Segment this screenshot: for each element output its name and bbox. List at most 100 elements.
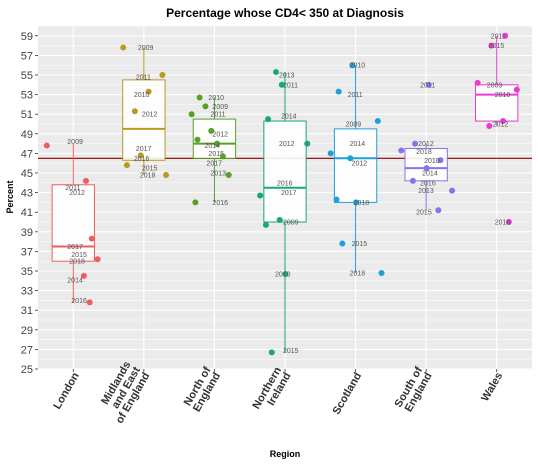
data-point: [505, 219, 512, 225]
y-tick-label: 31: [21, 305, 33, 317]
box: [475, 84, 519, 122]
point-label: 2010: [350, 63, 366, 70]
point-label: 2009: [138, 45, 154, 52]
point-label: 2013: [418, 188, 434, 195]
data-point: [435, 207, 442, 214]
data-point: [513, 86, 520, 93]
point-label: 2012: [212, 131, 228, 138]
point-label: 2011: [491, 33, 506, 40]
data-point: [188, 111, 195, 118]
point-label: 2016: [277, 180, 293, 187]
x-tick-label-line: Wales: [479, 371, 505, 404]
point-label: 2012: [352, 161, 368, 168]
point-label: 2009: [283, 220, 299, 227]
box: [404, 148, 448, 182]
point-label: 2018: [495, 220, 511, 227]
data-point: [192, 199, 199, 206]
point-label: 2016: [71, 298, 87, 305]
point-label: 2014: [204, 143, 220, 150]
point-label: 2016: [420, 180, 436, 187]
point-label: 2015: [71, 252, 87, 259]
data-point: [82, 177, 89, 184]
data-point: [214, 140, 221, 147]
point-label: 2010: [424, 158, 440, 165]
data-point: [339, 240, 346, 247]
point-label: 2015: [352, 241, 368, 248]
data-point: [437, 157, 444, 164]
point-label: 2016: [134, 156, 150, 163]
x-tick-label: North ofEngland: [181, 365, 223, 414]
point-label: 2015: [142, 166, 158, 173]
data-point: [398, 147, 405, 154]
point-label: 2015: [416, 210, 432, 217]
point-label: 2015: [208, 151, 224, 158]
data-point: [347, 155, 354, 162]
data-point: [194, 136, 201, 143]
point-label: 2018: [140, 172, 156, 179]
data-point: [159, 72, 166, 78]
y-tick-label: 25: [21, 364, 33, 376]
y-tick-label: 41: [21, 207, 33, 219]
data-point: [163, 171, 170, 178]
x-tick-label: Wales: [479, 371, 505, 404]
data-point: [349, 62, 356, 69]
point-label: 2010: [495, 92, 511, 99]
point-label: 2016: [212, 200, 228, 207]
data-point: [425, 81, 432, 88]
data-point: [94, 256, 101, 263]
y-tick-label: 29: [21, 325, 33, 337]
x-tick-label-line: Scotland: [331, 371, 365, 417]
data-point: [43, 142, 50, 149]
point-label: 2011: [420, 82, 435, 89]
y-tick-label: 49: [21, 129, 33, 141]
y-tick-label: 59: [21, 31, 33, 43]
y-tick-label: 51: [21, 109, 33, 121]
point-label: 2010: [134, 92, 150, 99]
chart-title: Percentage whose CD4< 350 at Diagnosis: [166, 6, 404, 20]
x-tick-label: London: [51, 370, 82, 411]
point-label: 2014: [350, 141, 366, 148]
data-point: [219, 153, 226, 160]
point-label: 2010: [275, 271, 291, 278]
point-label: 2013: [210, 171, 226, 178]
boxes: [51, 35, 519, 353]
point-label: 2009: [346, 122, 362, 129]
box: [122, 79, 166, 161]
x-tick-label: South ofEngland: [393, 365, 435, 415]
data-point: [276, 217, 283, 224]
point-label: 2017: [206, 161, 222, 168]
point-label: 2018: [416, 149, 432, 156]
data-point: [208, 127, 215, 134]
point-label: 2017: [281, 190, 297, 197]
data-point: [500, 118, 507, 125]
point-label: 2010: [208, 95, 224, 102]
point-label: 2018: [350, 270, 366, 277]
y-tick-label: 27: [21, 344, 33, 356]
point-label: 2017: [67, 244, 83, 251]
box: [51, 184, 95, 262]
point-label: 2014: [281, 114, 297, 121]
box: [263, 120, 307, 223]
y-tick-label: 33: [21, 286, 33, 298]
y-tick-label: 43: [21, 188, 33, 200]
point-label: 2018: [354, 200, 370, 207]
data-point: [120, 44, 127, 51]
point-label: 2017: [136, 146, 152, 153]
data-point: [335, 88, 342, 95]
data-point: [502, 32, 509, 39]
data-point: [378, 269, 385, 276]
point-label: 2018: [69, 259, 85, 266]
data-point: [262, 221, 269, 228]
data-point: [423, 165, 430, 172]
data-point: [474, 79, 481, 86]
data-point: [145, 88, 152, 95]
point-label: 2011: [283, 82, 298, 89]
data-point: [80, 272, 87, 279]
point-label: 2011: [210, 112, 225, 119]
data-point: [268, 349, 275, 356]
x-tick-label-line: London: [51, 370, 82, 411]
point-label: 2013: [279, 73, 295, 80]
data-point: [488, 42, 495, 49]
data-point: [86, 299, 93, 306]
